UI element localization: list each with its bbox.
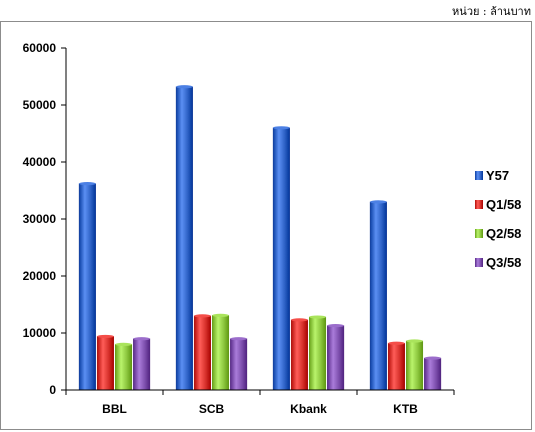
bar-chart: 0 10000 20000 30000 40000 50000 60000 BBL SCB Kba… [23, 41, 522, 416]
bar-kbank-2 [309, 316, 327, 391]
y-tick-label: 0 [49, 383, 56, 397]
x-tick-label: KTB [393, 402, 418, 416]
unit-note: หน่วย : ล้านบาท [452, 5, 531, 18]
bar-top-highlight [424, 356, 441, 360]
x-tick-label: SCB [199, 402, 225, 416]
legend-swatch [475, 258, 483, 267]
bar-scb-1 [193, 315, 211, 391]
bar-scb-0 [175, 86, 193, 391]
bar-top-highlight [212, 313, 229, 317]
bar-top-highlight [388, 341, 405, 345]
y-tick-label: 20000 [23, 269, 57, 283]
bar-bbl-2 [115, 344, 133, 391]
legend-swatch [475, 200, 483, 209]
bar-top-highlight [115, 342, 132, 346]
bar-scb-2 [212, 315, 230, 391]
chart-frame: 0 10000 20000 30000 40000 50000 60000 BBL SCB Kba… [0, 21, 532, 430]
bar-bbl-1 [96, 336, 114, 391]
bar-top-highlight [133, 337, 150, 341]
x-tick-label: BBL [102, 402, 127, 416]
legend-label: Q1/58 [486, 197, 521, 212]
bar-ktb-0 [369, 201, 387, 391]
legend-label: Y57 [486, 168, 509, 183]
y-tick-label: 50000 [23, 98, 57, 112]
bar-ktb-3 [424, 357, 442, 391]
bar-top-highlight [194, 314, 211, 318]
bar-kbank-1 [290, 319, 308, 391]
bar-top-highlight [230, 337, 247, 341]
bar-top-highlight [97, 334, 114, 339]
bar-top-highlight [273, 126, 290, 130]
y-tick-label: 40000 [23, 155, 57, 169]
bars-layer [78, 85, 442, 391]
bar-top-highlight [291, 318, 308, 322]
y-tick-label: 30000 [23, 212, 57, 226]
bar-bbl-0 [78, 183, 96, 391]
bar-kbank-3 [327, 325, 345, 391]
axis-layer: 0 10000 20000 30000 40000 50000 60000 BBL SCB Kba… [23, 41, 455, 416]
bar-top-highlight [79, 182, 96, 186]
bar-bbl-3 [133, 338, 151, 391]
y-tick-label: 60000 [23, 41, 57, 55]
bar-scb-3 [230, 338, 248, 391]
legend-swatch [475, 229, 483, 238]
bar-ktb-2 [406, 340, 424, 391]
bar-top-highlight [406, 339, 423, 343]
legend: Y57 Q1/58 Q2/58 Q3/58 [475, 168, 521, 270]
x-tick-label: Kbank [290, 402, 327, 416]
legend-label: Q2/58 [486, 226, 521, 241]
bar-kbank-0 [272, 127, 290, 391]
legend-swatch [475, 171, 483, 180]
legend-label: Q3/58 [486, 255, 521, 270]
bar-top-highlight [176, 85, 193, 89]
bar-top-highlight [327, 323, 344, 328]
bar-ktb-1 [387, 343, 405, 391]
bar-top-highlight [370, 200, 387, 204]
y-tick-label: 10000 [23, 326, 57, 340]
bar-top-highlight [309, 315, 326, 319]
